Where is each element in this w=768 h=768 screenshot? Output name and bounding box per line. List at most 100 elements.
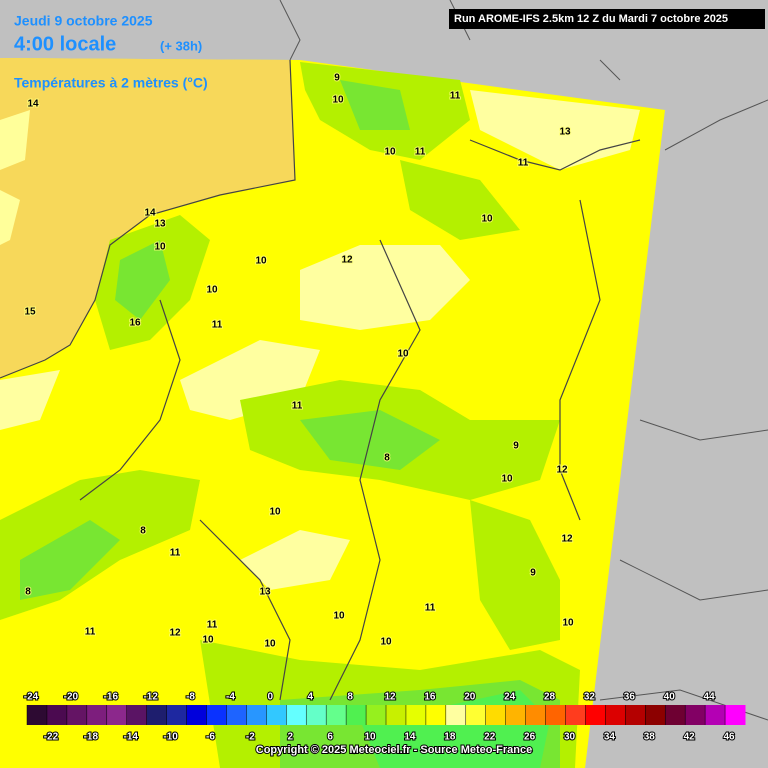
colorbar-label: 2 <box>287 732 293 743</box>
colorbar-label: -12 <box>143 692 158 703</box>
colorbar-swatch <box>166 705 188 725</box>
colorbar-swatch <box>525 705 547 725</box>
colorbar-swatch <box>705 705 726 725</box>
colorbar-swatch <box>425 705 447 725</box>
colorbar-swatch <box>266 705 287 725</box>
colorbar-label: 30 <box>564 732 576 743</box>
colorbar-swatch <box>685 705 706 725</box>
contour-label: 11 <box>425 603 436 614</box>
colorbar-label: -4 <box>226 692 235 703</box>
contour-label: 9 <box>334 73 340 84</box>
colorbar-swatch <box>545 705 566 725</box>
colorbar-swatch <box>445 705 467 725</box>
colorbar-swatch <box>645 705 666 725</box>
contour-label: 11 <box>518 158 529 169</box>
contour-label: 13 <box>259 587 271 598</box>
colorbar-label: 32 <box>584 692 596 703</box>
colorbar-swatch <box>505 705 527 725</box>
colorbar-label: 8 <box>347 692 353 703</box>
colorbar-swatch <box>326 705 347 725</box>
run-info: Run AROME-IFS 2.5km 12 Z du Mardi 7 octo… <box>454 13 728 25</box>
colorbar-label: 24 <box>504 692 516 703</box>
contour-label: 11 <box>415 147 426 158</box>
colorbar-swatch <box>206 705 227 725</box>
colorbar-label: 26 <box>524 732 536 743</box>
colorbar-swatch <box>405 705 427 725</box>
colorbar-label: -22 <box>44 732 59 743</box>
contour-label: 11 <box>450 91 461 102</box>
colorbar-label: -16 <box>104 692 119 703</box>
colorbar-swatch <box>46 705 68 725</box>
colorbar-label: 6 <box>327 732 333 743</box>
contour-label: 10 <box>332 95 344 106</box>
colorbar-swatch <box>725 705 746 725</box>
colorbar-swatch <box>386 705 407 725</box>
contour-label: 11 <box>85 627 96 638</box>
contour-label: 13 <box>559 127 571 138</box>
contour-label: 11 <box>207 620 218 631</box>
colorbar-label: 20 <box>464 692 476 703</box>
contour-label: 11 <box>212 320 223 331</box>
colorbar-swatch <box>346 705 367 725</box>
colorbar-label: 16 <box>424 692 436 703</box>
copyright: Copyright © 2025 Meteociel.fr - Source M… <box>256 744 532 756</box>
colorbar-swatch <box>146 705 168 725</box>
colorbar-label: 40 <box>664 692 676 703</box>
date: Jeudi 9 octobre 2025 <box>14 13 153 29</box>
contour-label: 10 <box>562 618 574 629</box>
contour-label: 10 <box>380 637 392 648</box>
colorbar-swatch <box>226 705 247 725</box>
time: 4:00 locale <box>14 33 116 55</box>
contour-label: 10 <box>397 349 409 360</box>
borders <box>0 59 641 701</box>
contour-label: 10 <box>333 611 345 622</box>
colorbar-label: 0 <box>268 692 274 703</box>
colorbar-swatch <box>27 705 48 725</box>
colorbar-label: 38 <box>644 732 656 743</box>
colorbar-label: 44 <box>704 692 716 703</box>
colorbar-label: -6 <box>206 732 215 743</box>
run-box <box>449 9 765 29</box>
contour-label: 10 <box>269 507 281 518</box>
colorbar-swatch <box>465 705 487 725</box>
colorbar-label: -24 <box>24 692 39 703</box>
colorbar-swatch <box>585 705 606 725</box>
parameter: Températures à 2 mètres (°C) <box>14 75 208 91</box>
contour-label: 10 <box>264 639 276 650</box>
sea <box>0 58 295 378</box>
colorbar-swatch <box>485 705 507 725</box>
contour-label: 10 <box>481 214 493 225</box>
contour-label: 8 <box>25 587 31 598</box>
colorbar-swatch <box>106 705 128 725</box>
colorbar-label: 46 <box>723 732 735 743</box>
colorbar-label: 10 <box>364 732 376 743</box>
colorbar-label: -8 <box>186 692 195 703</box>
colorbar-swatch <box>625 705 646 725</box>
colorbar-swatch <box>86 705 108 725</box>
contour-label: 11 <box>292 401 303 412</box>
colorbar-label: -14 <box>123 732 138 743</box>
contour-label: 15 <box>24 307 36 318</box>
colorbar-label: 34 <box>604 732 616 743</box>
contour-label: 14 <box>144 208 156 219</box>
colorbar-label: 4 <box>307 692 313 703</box>
contour-label: 16 <box>129 318 141 329</box>
contour-label: 9 <box>530 568 536 579</box>
contour-label: 10 <box>202 635 214 646</box>
colorbar-label: 12 <box>384 692 396 703</box>
colorbar-swatch <box>605 705 626 725</box>
contour-label: 14 <box>27 99 39 110</box>
colorbar-swatch <box>366 705 387 725</box>
contour-label: 9 <box>513 441 519 452</box>
colorbar-label: 22 <box>484 732 496 743</box>
contour-label: 10 <box>384 147 396 158</box>
contour-label: 11 <box>170 548 181 559</box>
lead-time: (+ 38h) <box>160 38 202 53</box>
contour-label: 10 <box>206 285 218 296</box>
colorbar-swatch <box>66 705 88 725</box>
colorbar-swatch <box>306 705 327 725</box>
colorbar-swatch <box>186 705 207 725</box>
colorbar-swatch <box>565 705 586 725</box>
